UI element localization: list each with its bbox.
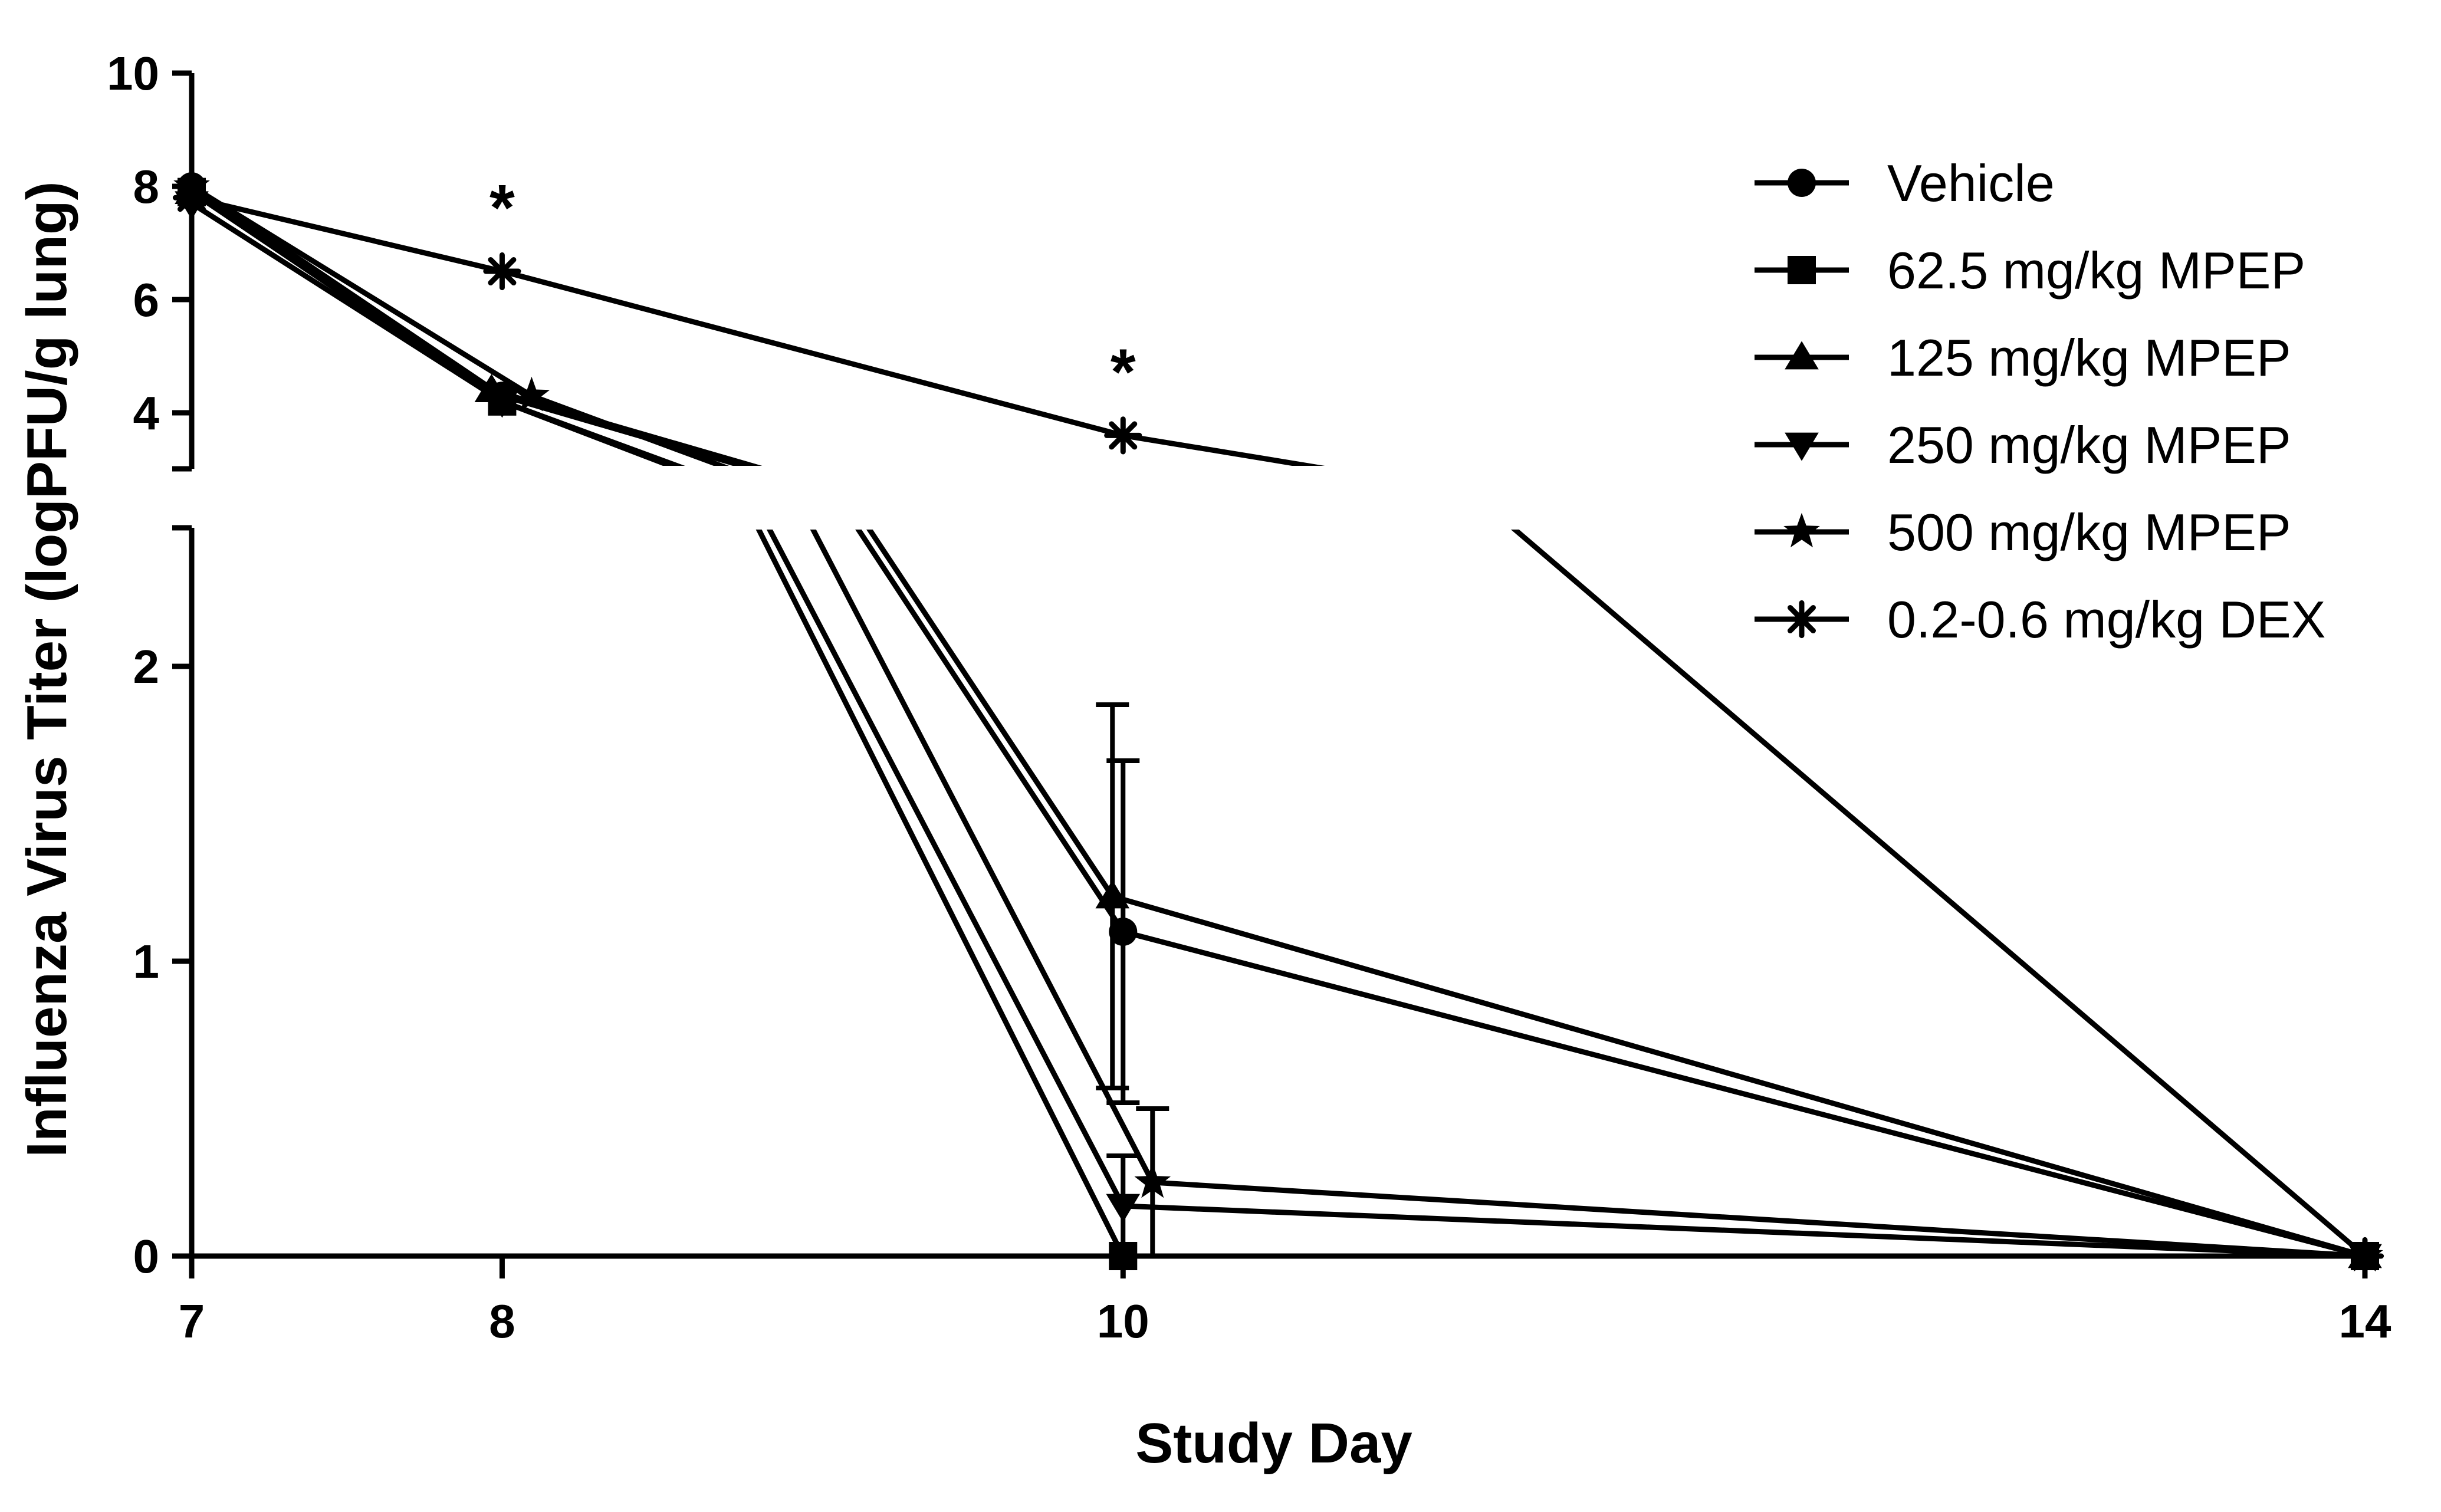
series-segment: [501, 268, 1124, 438]
series-segment: [190, 189, 493, 393]
series-segment: [1122, 929, 2366, 1259]
significance-asterisk: *: [489, 172, 515, 244]
series-segment: [866, 530, 1115, 898]
series-segment: [755, 530, 1126, 1258]
x-tick-label: 7: [179, 1295, 205, 1347]
data-point-asterisk: [483, 252, 521, 291]
legend-label: 500 mg/kg MPEP: [1887, 503, 2291, 561]
y-tick-label: 8: [133, 160, 160, 213]
legend-marker-triangle-down: [1785, 432, 1819, 461]
series-segment: [1122, 432, 1325, 466]
data-point-asterisk: [2345, 1237, 2384, 1276]
data-point-triangle-up: [1095, 880, 1130, 909]
series-segment: [810, 530, 1155, 1184]
significance-marks: **: [489, 172, 1136, 408]
x-tick-label: 8: [489, 1295, 515, 1347]
legend-item: 62.5 mg/kg MPEP: [1755, 241, 2305, 300]
legend-marker-star: [1783, 512, 1820, 548]
series-segment: [1510, 530, 2367, 1258]
legend-marker-triangle-up: [1785, 341, 1819, 370]
y-tick-label: 10: [107, 47, 159, 100]
legend-label: 250 mg/kg MPEP: [1887, 416, 2291, 474]
legend-label: 62.5 mg/kg MPEP: [1887, 241, 2305, 300]
x-ticks: 7 8 10 14: [179, 1256, 2391, 1347]
legend-item: 500 mg/kg MPEP: [1755, 503, 2291, 561]
series-segment: [766, 530, 1126, 1208]
data-point-circle: [1109, 918, 1138, 946]
x-tick-label: 10: [1097, 1295, 1149, 1347]
series-segment: [491, 387, 763, 466]
y-tick-label: 1: [133, 935, 160, 988]
series-segment: [1112, 893, 2366, 1259]
series-layer: [172, 167, 2384, 1276]
legend-marker-square: [1788, 256, 1816, 284]
data-point-asterisk: [172, 179, 211, 217]
legend-marker-circle: [1788, 169, 1816, 197]
series-segment: [1123, 1203, 2366, 1259]
y-tick-label: 6: [133, 274, 160, 326]
y-axis-title: Influenza Virus Titer (logPFU/g lung): [15, 181, 78, 1157]
y-ticks: 0 1 2 4 6 8 10: [107, 47, 192, 1283]
series-segment: [190, 184, 533, 399]
y-tick-label: 2: [133, 640, 160, 693]
data-point-star: [1134, 1163, 1171, 1198]
y-tick-label: 4: [133, 387, 160, 439]
legend-label: 125 mg/kg MPEP: [1887, 328, 2291, 387]
legend-label: 0.2-0.6 mg/kg DEX: [1887, 590, 2325, 649]
data-point-triangle-down: [1106, 1194, 1141, 1222]
series-segment: [501, 399, 685, 466]
legend-item: 0.2-0.6 mg/kg DEX: [1755, 590, 2325, 649]
series-segment: [190, 195, 503, 274]
series-segment: [1152, 1179, 2366, 1259]
legend-label: Vehicle: [1887, 154, 2055, 212]
data-point-asterisk: [1104, 416, 1142, 455]
series-segment: [190, 201, 504, 404]
x-tick-label: 14: [2339, 1295, 2391, 1347]
data-point-star: [513, 376, 550, 412]
series-asterisk: [172, 179, 2384, 1276]
legend-item: 125 mg/kg MPEP: [1755, 328, 2291, 387]
data-point-triangle-down: [485, 389, 520, 418]
legend-item: 250 mg/kg MPEP: [1755, 416, 2291, 474]
legend-marker-asterisk: [1782, 600, 1821, 639]
legend-item: Vehicle: [1755, 154, 2055, 212]
significance-asterisk: *: [1111, 336, 1136, 408]
x-axis-title: Study Day: [1135, 1412, 1412, 1475]
series-segment: [530, 393, 730, 466]
legend: Vehicle 62.5 mg/kg MPEP 125 mg/kg MPEP 250 …: [1755, 154, 2325, 649]
y-tick-label: 0: [133, 1230, 160, 1283]
series-segment: [855, 530, 1126, 934]
